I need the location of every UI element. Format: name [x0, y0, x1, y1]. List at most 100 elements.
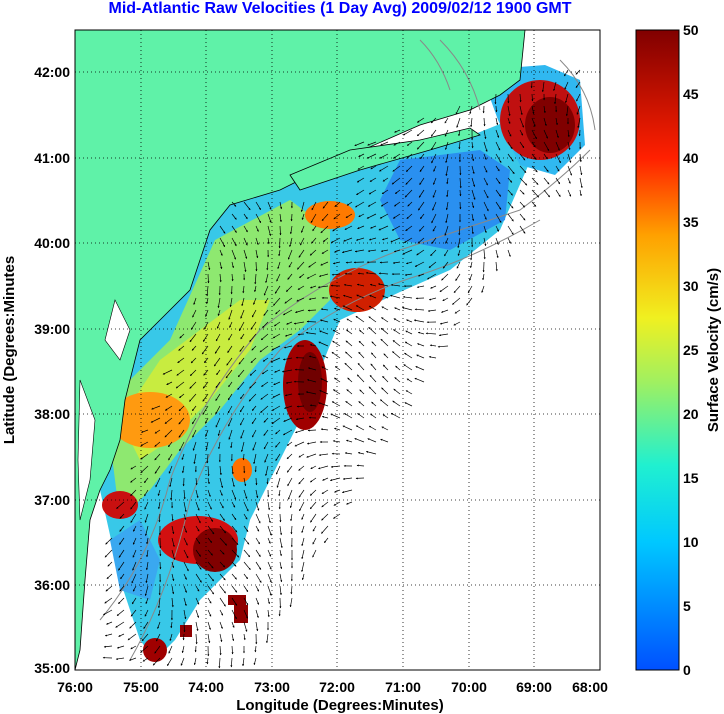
velocity-arrow — [231, 501, 236, 508]
velocity-arrow — [321, 249, 329, 254]
velocity-arrow — [263, 417, 269, 423]
velocity-arrow — [266, 477, 269, 485]
velocity-arrow — [381, 317, 389, 323]
velocity-arrow — [391, 177, 401, 185]
velocity-arrow — [417, 237, 425, 244]
velocity-arrow — [405, 330, 413, 335]
velocity-arrow — [495, 153, 502, 163]
velocity-arrow — [297, 333, 305, 336]
velocity-arrow — [228, 429, 233, 440]
velocity-arrow — [279, 561, 283, 570]
velocity-arrow — [279, 201, 283, 210]
velocity-arrow — [243, 609, 248, 619]
velocity-arrow — [445, 201, 449, 211]
velocity-arrow — [393, 249, 401, 253]
velocity-arrow — [107, 561, 113, 567]
velocity-arrow — [519, 213, 526, 221]
velocity-arrow — [192, 417, 197, 425]
y-tick: 38:00 — [34, 406, 70, 422]
velocity-arrow — [307, 309, 317, 312]
velocity-arrow — [207, 573, 214, 582]
velocity-arrow — [321, 489, 329, 494]
y-tick: 35:00 — [34, 660, 70, 676]
velocity-arrow — [263, 309, 269, 316]
velocity-arrow — [431, 213, 437, 224]
velocity-arrow — [183, 501, 187, 513]
velocity-arrow — [181, 453, 185, 461]
velocity-arrow — [219, 225, 226, 234]
velocity-arrow — [215, 333, 221, 342]
velocity-arrow — [365, 450, 377, 455]
velocity-arrow — [394, 129, 401, 133]
velocity-arrow — [290, 585, 293, 595]
velocity-arrow — [251, 309, 257, 318]
velocity-arrow — [288, 489, 293, 500]
x-tick: 74:00 — [188, 679, 224, 695]
velocity-arrow — [265, 633, 269, 644]
velocity-arrow — [380, 249, 389, 253]
velocity-arrow — [190, 357, 197, 364]
velocity-arrow — [333, 318, 341, 323]
velocity-arrow — [241, 441, 245, 453]
velocity-arrow — [264, 453, 269, 463]
velocity-arrow — [555, 177, 561, 185]
velocity-arrow — [323, 237, 329, 242]
velocity-arrow — [576, 105, 581, 115]
velocity-arrow — [154, 441, 161, 447]
velocity-arrow — [243, 237, 248, 246]
velocity-arrow — [507, 201, 514, 209]
velocity-arrow — [231, 237, 237, 247]
velocity-arrow — [481, 285, 485, 293]
velocity-arrow — [483, 249, 486, 260]
velocity-arrow — [271, 417, 281, 425]
velocity-arrow — [230, 657, 233, 668]
velocity-arrow — [213, 357, 221, 367]
y-tick: 39:00 — [34, 321, 70, 337]
velocity-arrow — [393, 318, 401, 323]
velocity-arrow — [345, 401, 353, 407]
velocity-arrow — [345, 261, 353, 264]
velocity-arrow — [312, 225, 317, 232]
velocity-arrow — [567, 165, 572, 176]
velocity-arrow — [164, 417, 173, 424]
velocity-arrow — [171, 585, 175, 595]
velocity-arrow — [105, 537, 113, 545]
velocity-arrow — [179, 393, 185, 399]
velocity-arrow — [355, 201, 365, 208]
velocity-arrow — [577, 117, 581, 129]
velocity-arrow — [278, 489, 281, 497]
velocity-arrow — [407, 201, 413, 207]
velocity-arrow — [454, 309, 461, 314]
velocity-arrow — [519, 201, 525, 208]
velocity-arrow — [416, 249, 425, 256]
velocity-arrow — [207, 585, 215, 595]
velocity-arrow — [132, 561, 137, 571]
velocity-arrow — [444, 225, 449, 236]
velocity-arrow — [130, 609, 137, 617]
velocity-arrow — [279, 225, 282, 236]
velocity-arrow — [171, 513, 174, 522]
velocity-arrow — [261, 369, 269, 375]
velocity-arrow — [531, 117, 536, 127]
velocity-arrow — [259, 345, 269, 353]
velocity-arrow — [254, 645, 257, 653]
velocity-arrow — [270, 357, 281, 363]
velocity-arrow — [347, 377, 353, 383]
velocity-arrow — [206, 657, 209, 665]
velocity-arrow — [295, 417, 305, 421]
velocity-arrow — [255, 201, 261, 210]
velocity-arrow — [218, 657, 221, 669]
velocity-arrow — [417, 117, 425, 123]
velocity-arrow — [437, 345, 449, 348]
velocity-arrow — [294, 441, 305, 447]
velocity-arrow — [263, 441, 269, 450]
velocity-arrow — [334, 249, 341, 253]
velocity-arrow — [495, 105, 498, 113]
velocity-arrow — [459, 189, 462, 197]
y-tick: 42:00 — [34, 64, 70, 80]
velocity-arrow — [381, 426, 389, 431]
velocity-arrow — [144, 609, 149, 617]
velocity-arrow — [368, 316, 377, 323]
velocity-arrow — [190, 369, 197, 376]
velocity-arrow — [383, 353, 389, 359]
